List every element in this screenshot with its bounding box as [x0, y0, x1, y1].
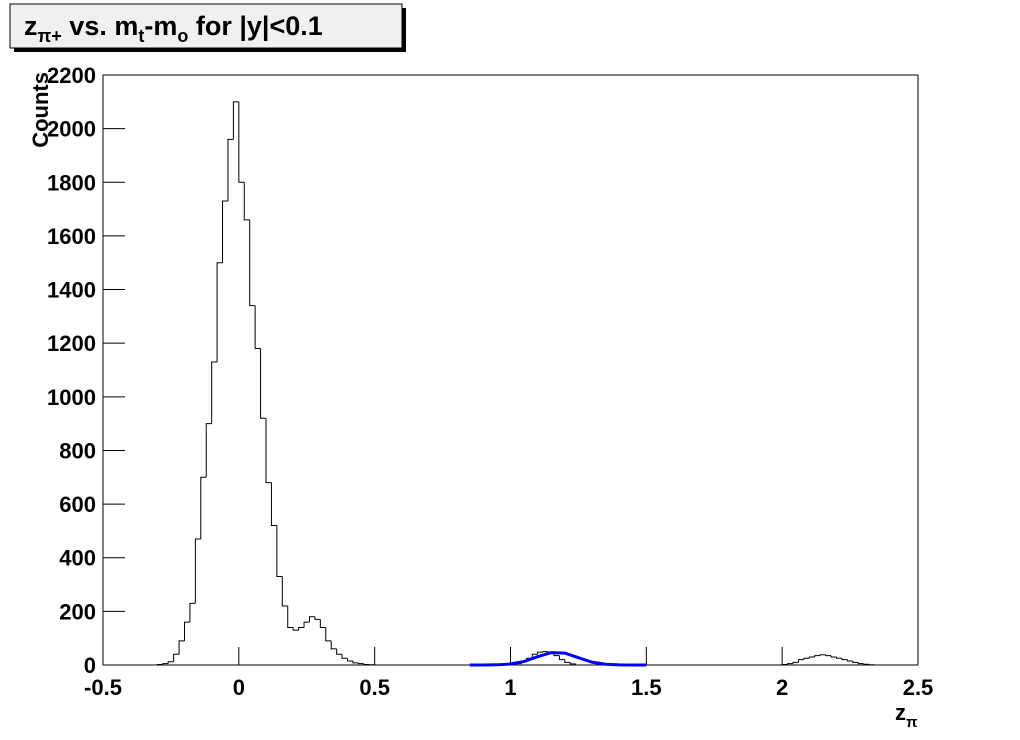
histogram-bin [287, 606, 294, 628]
title-box [9, 3, 403, 49]
chart-title: zπ+ vs. mt-mo for |y|<0.1 [24, 11, 323, 46]
histogram-bin [852, 660, 859, 663]
histogram-bin [167, 661, 174, 664]
histogram-bin [542, 651, 549, 653]
histogram-bin [330, 640, 337, 650]
histogram-bin [797, 659, 804, 663]
histogram-bin [314, 616, 321, 620]
text-part: z [24, 11, 38, 41]
histogram-bin [281, 576, 288, 607]
histogram-bin [564, 659, 571, 663]
histogram-bin [238, 101, 245, 183]
y-tick-label: 2000 [47, 117, 96, 142]
histogram-bin [292, 627, 299, 631]
y-tick-label: 0 [84, 653, 96, 678]
histogram-bin [162, 663, 169, 665]
histogram-bin [357, 662, 364, 665]
histogram-bin [319, 619, 326, 628]
histogram-bin [814, 655, 821, 657]
histogram-bin [308, 616, 315, 623]
histogram-bin [189, 602, 196, 623]
histogram-bin [808, 656, 815, 659]
histogram-bin [303, 621, 310, 628]
histogram-bin [787, 663, 794, 665]
subscript: π+ [38, 26, 62, 46]
histogram-bin [249, 219, 256, 307]
histogram-bin [341, 654, 348, 659]
histogram-bin [336, 648, 343, 655]
histogram-bin [265, 418, 272, 484]
histogram-bin [836, 656, 842, 659]
histogram-bin [868, 664, 875, 666]
histogram-bin [846, 659, 853, 662]
x-tick-label: 2.5 [903, 675, 934, 700]
subscript: π [906, 714, 918, 731]
histogram-bin [211, 361, 218, 424]
y-tick-label: 600 [59, 492, 96, 517]
y-tick-label: 200 [59, 599, 96, 624]
histogram-bin [792, 661, 799, 664]
x-tick-label: 1 [504, 675, 516, 700]
histogram-bin [363, 663, 370, 665]
text-part: for |y|<0.1 [188, 11, 322, 41]
subscript: t [138, 26, 144, 46]
histogram-bin [184, 621, 190, 641]
x-tick-label: 1.5 [631, 675, 662, 700]
histogram-bin [863, 663, 870, 665]
x-axis-label: zπ [895, 700, 918, 731]
histogram-bin [260, 348, 266, 419]
histogram-bin [156, 663, 163, 665]
histogram-bin [194, 538, 201, 604]
y-tick-label: 1800 [47, 170, 96, 195]
histogram-bin [347, 658, 353, 662]
histogram-bin [325, 627, 332, 642]
y-tick-label: 400 [59, 546, 96, 571]
histogram-bin [531, 653, 538, 659]
histogram-bin [222, 200, 228, 263]
y-tick-label: 800 [59, 438, 96, 463]
x-tick-label: -0.5 [84, 675, 122, 700]
text-part: z [895, 700, 906, 725]
y-tick-label: 2200 [47, 63, 96, 88]
histogram-bin [243, 182, 250, 221]
histogram-bin [803, 657, 810, 660]
histogram-bin [857, 662, 864, 665]
y-tick-label: 1200 [47, 331, 96, 356]
histogram-bin [841, 658, 848, 661]
x-tick-label: 2 [776, 675, 788, 700]
histogram-bin [558, 655, 565, 661]
subscript: o [177, 26, 188, 46]
histogram-bin [254, 305, 261, 350]
histogram-bin [232, 101, 239, 140]
histogram-bin [352, 660, 359, 664]
histogram-bin [178, 640, 185, 655]
x-tick-label: 0 [233, 675, 245, 700]
histogram-bin [173, 653, 180, 662]
histogram-bin [270, 482, 277, 527]
histogram-bin [819, 654, 826, 656]
y-axis-label: Counts [28, 72, 53, 148]
histogram-bin [825, 654, 832, 657]
histogram-bin [537, 651, 544, 655]
histogram-bin [575, 663, 582, 666]
y-tick-label: 1600 [47, 224, 96, 249]
histogram-bin [205, 423, 212, 478]
histogram-bin [200, 476, 207, 539]
histogram-bin [781, 663, 788, 665]
histogram-bin [216, 262, 223, 362]
fit-curve [469, 651, 647, 667]
x-tick-label: 0.5 [359, 675, 390, 700]
histogram-bin [227, 138, 234, 202]
histogram-bin [569, 662, 576, 665]
y-tick-label: 1400 [47, 278, 96, 303]
histogram-bin [276, 525, 283, 577]
histogram-bin [298, 626, 305, 631]
plot-frame [102, 74, 919, 666]
text-part: vs. m [62, 11, 139, 41]
histogram-bin [830, 655, 837, 658]
y-tick-label: 1000 [47, 385, 96, 410]
text-part: -m [144, 11, 177, 41]
